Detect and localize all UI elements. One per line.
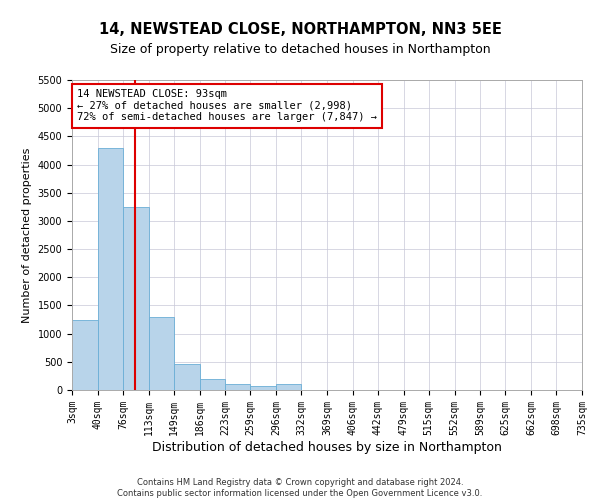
Bar — [276, 384, 301, 390]
Text: 14, NEWSTEAD CLOSE, NORTHAMPTON, NN3 5EE: 14, NEWSTEAD CLOSE, NORTHAMPTON, NN3 5EE — [98, 22, 502, 38]
Y-axis label: Number of detached properties: Number of detached properties — [22, 148, 32, 322]
X-axis label: Distribution of detached houses by size in Northampton: Distribution of detached houses by size … — [152, 440, 502, 454]
Text: Size of property relative to detached houses in Northampton: Size of property relative to detached ho… — [110, 42, 490, 56]
Bar — [149, 316, 174, 390]
Bar — [199, 378, 225, 390]
Bar — [174, 364, 199, 390]
Bar — [123, 207, 149, 390]
Text: Contains HM Land Registry data © Crown copyright and database right 2024.
Contai: Contains HM Land Registry data © Crown c… — [118, 478, 482, 498]
Bar — [72, 320, 98, 390]
Bar — [225, 384, 250, 390]
Bar — [98, 148, 123, 390]
Bar — [250, 386, 276, 390]
Text: 14 NEWSTEAD CLOSE: 93sqm
← 27% of detached houses are smaller (2,998)
72% of sem: 14 NEWSTEAD CLOSE: 93sqm ← 27% of detach… — [77, 90, 377, 122]
